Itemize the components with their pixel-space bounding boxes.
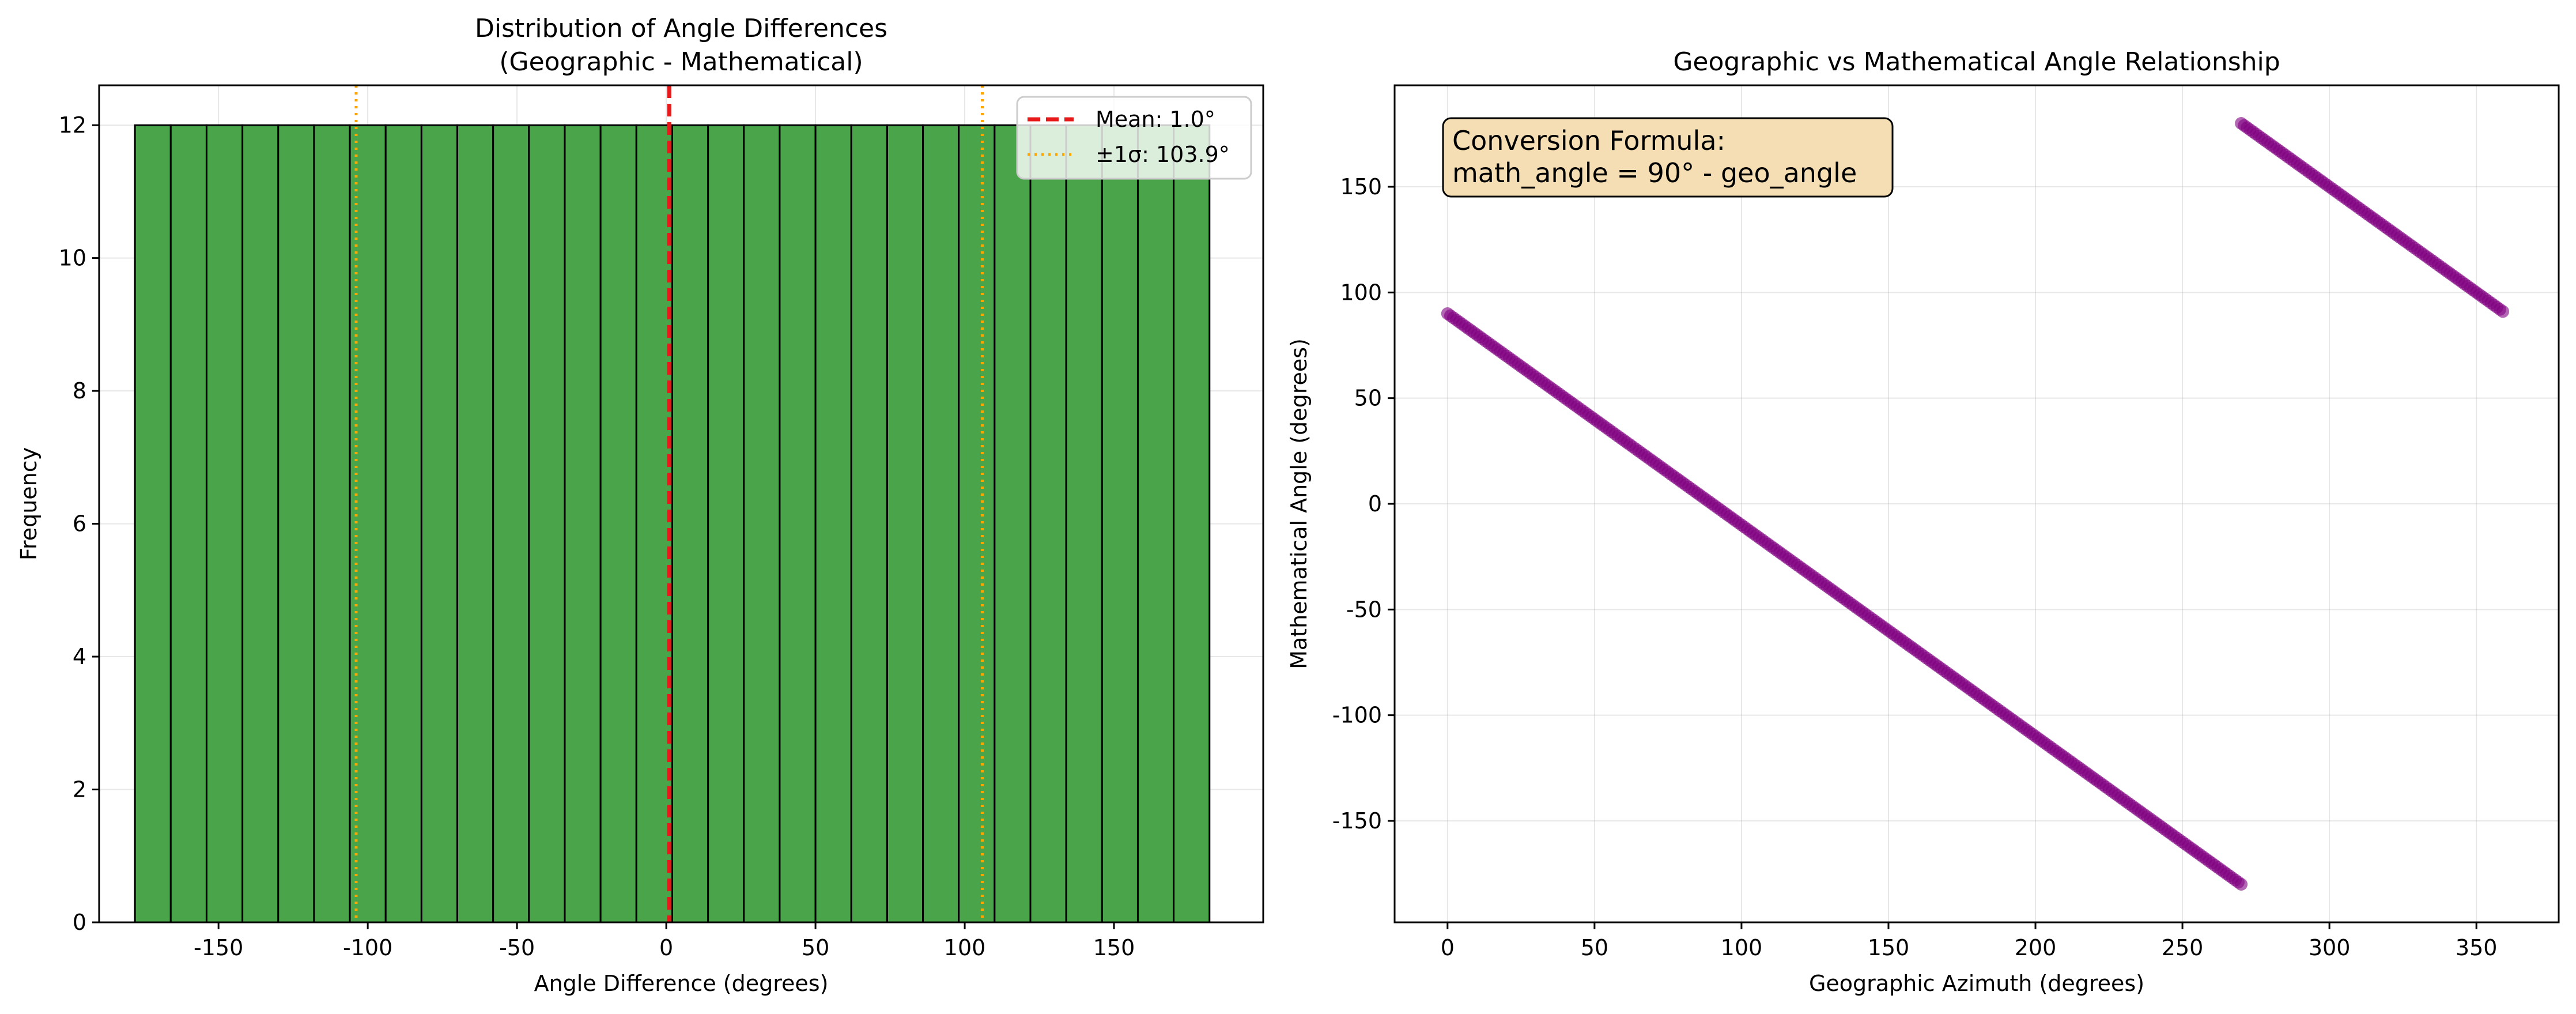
histogram-y-tick-label: 4 [73, 644, 86, 669]
scatter-y-tick-label: 150 [1340, 174, 1382, 199]
histogram-title: Distribution of Angle Differences [475, 14, 887, 43]
histogram-bar [528, 124, 566, 923]
histogram-bar [922, 124, 960, 923]
scatter-x-tick-label: 350 [2456, 935, 2498, 960]
histogram-bar [420, 124, 459, 923]
formula-annotation-line-1: Conversion Formula: [1452, 125, 1725, 156]
histogram-x-tick-label: 150 [1093, 935, 1135, 960]
histogram-x-tick-label: -50 [499, 935, 535, 960]
histogram-bar [169, 124, 207, 923]
histogram-bar [779, 124, 817, 923]
scatter-x-tick-label: 300 [2309, 935, 2351, 960]
histogram-bar [1173, 124, 1211, 923]
histogram-chart: -150 -100 -50 0 50 100 150 0 2 4 6 8 10 12 Distribut… [16, 14, 1264, 996]
histogram-x-tick-label: -150 [194, 935, 243, 960]
histogram-bar [134, 124, 172, 923]
histogram-y-tick-label: 0 [73, 910, 86, 935]
histogram-x-tick-label: 100 [944, 935, 986, 960]
legend-sigma-label: ±1σ: 103.9° [1096, 142, 1230, 167]
histogram-bar [1101, 124, 1139, 923]
scatter-point [2496, 305, 2510, 318]
scatter-y-tick-label: -100 [1332, 703, 1382, 728]
scatter-y-tick-label: 0 [1368, 491, 1382, 517]
histogram-bar [814, 124, 852, 923]
scatter-x-tick-label: 100 [1721, 935, 1763, 960]
histogram-bar [635, 124, 673, 923]
histogram-bar [384, 124, 422, 923]
scatter-y-tick-label: -50 [1346, 597, 1382, 622]
scatter-x-tick-label: 0 [1441, 935, 1455, 960]
formula-annotation-box [1442, 117, 1894, 198]
legend-mean-label: Mean: 1.0° [1096, 107, 1215, 132]
histogram-x-tick-label: -100 [343, 935, 392, 960]
scatter-points [1441, 117, 2510, 891]
histogram-x-tick-label: 0 [659, 935, 673, 960]
scatter-grid [1395, 85, 2559, 922]
scatter-x-tick-label: 200 [2015, 935, 2057, 960]
scatter-y-label: Mathematical Angle (degrees) [1286, 338, 1312, 669]
scatter-x-label: Geographic Azimuth (degrees) [1809, 971, 2144, 996]
scatter-title: Geographic vs Mathematical Angle Relatio… [1673, 47, 2280, 77]
histogram-y-tick-label: 8 [73, 378, 86, 404]
legend-frame [1016, 96, 1252, 180]
scatter-x-tick-label: 250 [2162, 935, 2204, 960]
histogram-bars [134, 124, 1211, 923]
histogram-bar [850, 124, 888, 923]
histogram-bar [1029, 124, 1067, 923]
histogram-bar [277, 124, 315, 923]
histogram-axes-frame [98, 84, 1264, 923]
scatter-y-tick-label: -150 [1332, 808, 1382, 834]
formula-annotation-line-2: math_angle = 90° - geo_angle [1452, 157, 1857, 189]
histogram-bar [671, 124, 709, 923]
histogram-bar [958, 124, 996, 923]
histogram-bar [313, 124, 351, 923]
histogram-bar [1065, 124, 1103, 923]
histogram-bar [564, 124, 602, 923]
histogram-y-tick-label: 12 [59, 112, 86, 138]
histogram-y-tick-label: 10 [59, 246, 86, 271]
histogram-bar [1136, 124, 1175, 923]
histogram-y-tick-label: 6 [73, 511, 86, 537]
histogram-y-ticks: 0 2 4 6 8 10 12 [59, 112, 99, 935]
histogram-y-tick-label: 2 [73, 777, 86, 802]
scatter-y-tick-label: 100 [1340, 280, 1382, 305]
histogram-bar [707, 124, 745, 923]
histogram-bar [456, 124, 494, 923]
histogram-x-ticks: -150 -100 -50 0 50 100 150 [194, 922, 1135, 960]
histogram-x-label: Angle Difference (degrees) [534, 971, 829, 996]
histogram-bar [241, 124, 279, 923]
histogram-y-label: Frequency [16, 447, 41, 560]
histogram-bar [205, 124, 244, 923]
histogram-bar [886, 124, 924, 923]
histogram-bar [599, 124, 637, 923]
formula-annotation: Conversion Formula: math_angle = 90° - g… [1442, 117, 1894, 198]
histogram-legend: Mean: 1.0° ±1σ: 103.9° [1016, 96, 1252, 180]
histogram-bar [743, 124, 781, 923]
histogram-bar [994, 124, 1032, 923]
histogram-bar [492, 124, 530, 923]
scatter-chart: 0 50 100 150 200 250 300 350 -150 -100 -50 0 50 100 1… [1286, 47, 2560, 996]
histogram-reference-lines [354, 85, 984, 922]
histogram-bar [349, 124, 387, 923]
scatter-x-tick-label: 50 [1581, 935, 1608, 960]
scatter-y-ticks: -150 -100 -50 0 50 100 150 [1332, 174, 1395, 834]
scatter-y-tick-label: 50 [1354, 386, 1382, 411]
scatter-point [2235, 878, 2248, 891]
scatter-x-ticks: 0 50 100 150 200 250 300 350 [1441, 922, 2498, 960]
scatter-x-tick-label: 150 [1868, 935, 1910, 960]
histogram-x-tick-label: 50 [802, 935, 829, 960]
histogram-subtitle: (Geographic - Mathematical) [499, 47, 863, 77]
